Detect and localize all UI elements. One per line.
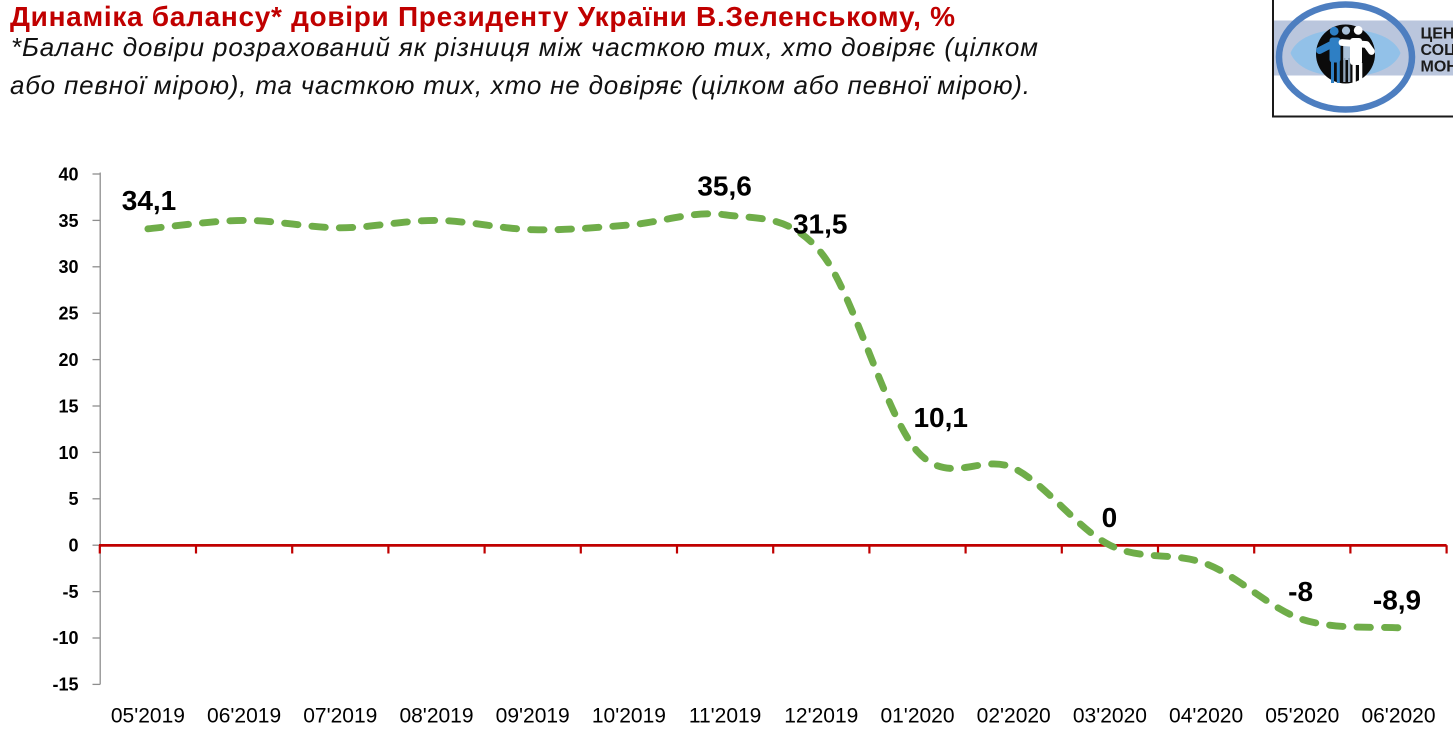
svg-text:СОЦІАЛЬНОГО: СОЦІАЛЬНОГО [1421,42,1453,59]
svg-text:12'2019: 12'2019 [784,704,858,727]
svg-text:05'2020: 05'2020 [1265,704,1339,727]
svg-text:0: 0 [68,535,78,555]
svg-text:15: 15 [58,396,78,416]
svg-text:31,5: 31,5 [793,208,848,239]
svg-text:09'2019: 09'2019 [496,704,570,727]
svg-text:06'2019: 06'2019 [207,704,281,727]
svg-text:*Баланс довіри розрахований як: *Баланс довіри розрахований як різниця м… [11,32,1038,62]
svg-text:06'2020: 06'2020 [1361,704,1435,727]
svg-text:07'2019: 07'2019 [303,704,377,727]
svg-text:02'2020: 02'2020 [977,704,1051,727]
svg-text:20: 20 [58,350,78,370]
svg-text:5: 5 [68,489,78,509]
svg-text:01'2020: 01'2020 [880,704,954,727]
svg-text:34,1: 34,1 [122,185,177,216]
svg-text:03'2020: 03'2020 [1073,704,1147,727]
svg-text:МОНІТОРИНГУ: МОНІТОРИНГУ [1421,59,1453,76]
svg-text:04'2020: 04'2020 [1169,704,1243,727]
svg-text:10: 10 [58,443,78,463]
svg-text:35,6: 35,6 [697,170,752,201]
svg-text:08'2019: 08'2019 [399,704,473,727]
svg-text:35: 35 [58,211,78,231]
svg-text:або певної мірою), та часткою: або певної мірою), та часткою тих, хто н… [10,70,1030,100]
svg-text:25: 25 [58,304,78,324]
svg-text:-8,9: -8,9 [1373,585,1421,616]
svg-text:Динаміка балансу* довіри Прези: Динаміка балансу* довіри Президенту Укра… [10,1,955,32]
svg-text:-10: -10 [52,628,78,648]
svg-text:-5: -5 [62,582,78,602]
svg-text:-15: -15 [52,675,78,695]
svg-text:05'2019: 05'2019 [111,704,185,727]
svg-text:ЦЕНТР: ЦЕНТР [1421,26,1453,43]
svg-text:-8: -8 [1288,576,1313,607]
svg-text:11'2019: 11'2019 [689,704,762,727]
svg-text:30: 30 [58,257,78,277]
svg-text:10,1: 10,1 [913,402,968,433]
svg-text:10'2019: 10'2019 [592,704,666,727]
svg-text:0: 0 [1102,502,1118,533]
svg-text:40: 40 [58,164,78,184]
